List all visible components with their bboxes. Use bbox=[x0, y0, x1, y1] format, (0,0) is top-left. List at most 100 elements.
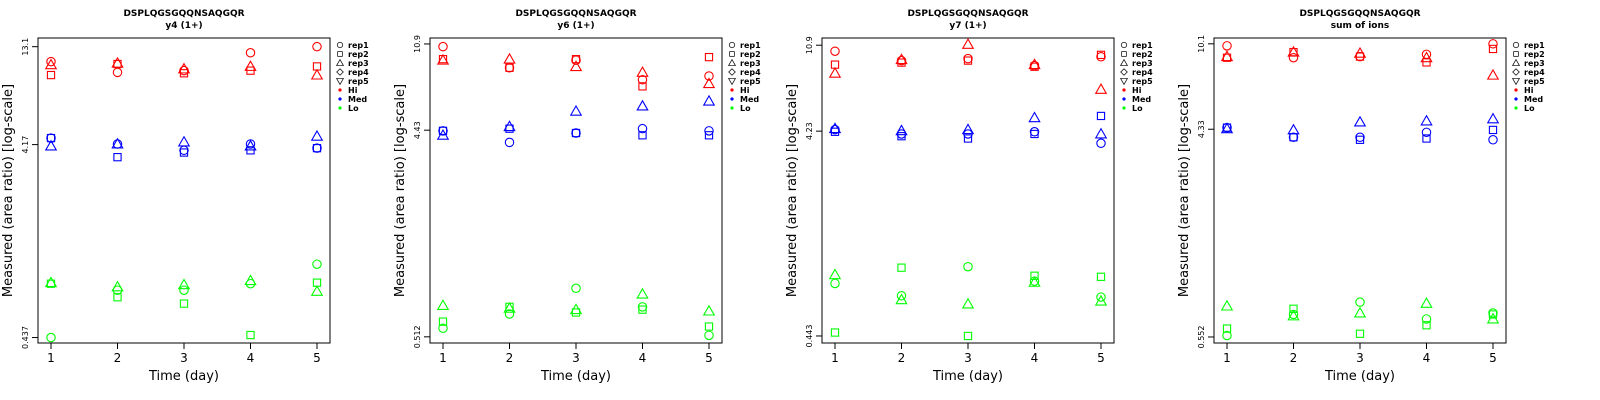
point-med-rep2 bbox=[1488, 125, 1498, 135]
chart-panel-1: DSPLQGSGQQNSAQGQR y4 (1+) 1 2 3 4 5 Time (day) 0… bbox=[1, 9, 369, 384]
point-med-rep3 bbox=[1420, 114, 1433, 126]
legend-label-hi: Hi bbox=[348, 86, 358, 95]
point-med-rep1 bbox=[179, 145, 189, 156]
y-tick-label: 0.552 bbox=[1197, 326, 1206, 349]
point-med-rep2 bbox=[963, 134, 973, 143]
point-lo-rep1 bbox=[438, 323, 448, 333]
legend-marker-lo bbox=[1514, 106, 1518, 110]
legend-label-rep1: rep1 bbox=[740, 41, 761, 50]
point-hi-rep1 bbox=[245, 48, 256, 58]
x-tick-label: 3 bbox=[180, 351, 188, 365]
point-lo-rep3 bbox=[1220, 299, 1234, 311]
point-lo-rep3 bbox=[310, 284, 324, 296]
legend-label-hi: Hi bbox=[740, 86, 750, 95]
point-med-rep3 bbox=[569, 104, 583, 116]
x-tick-label: 2 bbox=[898, 351, 906, 365]
x-tick-label: 5 bbox=[313, 351, 321, 365]
point-med-rep2 bbox=[571, 128, 581, 138]
point-med-rep2 bbox=[638, 131, 647, 140]
point-med-rep1 bbox=[46, 133, 56, 143]
x-tick-label: 2 bbox=[506, 351, 514, 365]
legend-label-rep1: rep1 bbox=[348, 41, 369, 50]
x-tick-label: 1 bbox=[1223, 351, 1231, 365]
legend-label-rep5: rep5 bbox=[1524, 77, 1545, 86]
y-axis-label: Measured (area ratio) [log-scale] bbox=[393, 84, 408, 297]
point-med-rep3 bbox=[436, 128, 450, 140]
legend-marker-rep1 bbox=[1512, 41, 1520, 49]
y-tick-label: 10.9 bbox=[413, 35, 422, 53]
point-hi-rep3 bbox=[44, 58, 58, 70]
legend-marker-hi bbox=[1122, 88, 1126, 92]
x-tick-label: 3 bbox=[572, 351, 580, 365]
point-lo-rep1 bbox=[1488, 308, 1498, 318]
point-med-rep1 bbox=[637, 123, 648, 134]
x-axis-label: Time (day) bbox=[932, 369, 1003, 384]
y-tick-label: 13.1 bbox=[21, 38, 30, 56]
x-tick-label: 4 bbox=[247, 351, 255, 365]
x-tick-label: 2 bbox=[114, 351, 122, 365]
legend-marker-rep2 bbox=[1121, 51, 1127, 57]
y-tick-label: 4.23 bbox=[805, 122, 814, 140]
legend-marker-rep2 bbox=[1513, 51, 1519, 57]
legend-label-hi: Hi bbox=[1132, 86, 1142, 95]
legend-label-rep3: rep3 bbox=[1524, 59, 1545, 68]
point-hi-rep1 bbox=[1488, 39, 1498, 49]
legend-label-rep3: rep3 bbox=[348, 59, 369, 68]
point-med-rep3 bbox=[1287, 123, 1300, 135]
legend-label-lo: Lo bbox=[1524, 104, 1535, 113]
legend-marker-rep3 bbox=[1511, 58, 1521, 66]
point-lo-rep2 bbox=[830, 328, 840, 337]
point-med-rep1 bbox=[438, 126, 448, 136]
point-lo-rep3 bbox=[244, 274, 257, 286]
point-hi-rep3 bbox=[1220, 50, 1234, 62]
point-hi-rep1 bbox=[46, 56, 56, 67]
point-med-rep2 bbox=[1096, 111, 1106, 121]
legend-marker-rep5 bbox=[727, 78, 737, 86]
legend-label-hi: Hi bbox=[1524, 86, 1534, 95]
chart-panel-2: DSPLQGSGQQNSAQGQR y6 (1+) 1 2 3 4 5 Time (day) 0… bbox=[393, 9, 761, 384]
y-tick-label: 4.17 bbox=[21, 136, 30, 154]
point-hi-rep2 bbox=[505, 63, 514, 72]
point-lo-rep3 bbox=[1486, 312, 1500, 324]
point-hi-rep3 bbox=[503, 52, 516, 64]
point-med-rep3 bbox=[702, 94, 716, 106]
point-lo-rep1 bbox=[704, 330, 714, 341]
x-tick-label: 2 bbox=[1290, 351, 1298, 365]
x-axis-label: Time (day) bbox=[148, 369, 219, 384]
legend-marker-rep4 bbox=[1512, 68, 1520, 76]
legend-label-lo: Lo bbox=[348, 104, 359, 113]
point-med-rep1 bbox=[312, 143, 322, 153]
point-hi-rep3 bbox=[1486, 68, 1500, 80]
x-tick-label: 4 bbox=[639, 351, 647, 365]
x-tick-label: 1 bbox=[439, 351, 447, 365]
point-hi-rep2 bbox=[1096, 50, 1106, 60]
point-med-rep2 bbox=[897, 132, 906, 141]
point-hi-rep1 bbox=[1096, 51, 1106, 62]
point-hi-rep1 bbox=[896, 55, 907, 66]
chart-subtitle: y7 (1+) bbox=[949, 21, 986, 31]
legend-marker-rep1 bbox=[1120, 41, 1128, 49]
point-hi-rep3 bbox=[436, 53, 450, 65]
y-axis-label: Measured (area ratio) [log-scale] bbox=[1177, 84, 1192, 297]
legend-label-rep4: rep4 bbox=[1524, 68, 1545, 77]
legend-marker-rep5 bbox=[1119, 78, 1129, 86]
point-lo-rep3 bbox=[1353, 306, 1367, 318]
point-med-rep2 bbox=[438, 126, 448, 135]
legend-marker-rep3 bbox=[1119, 58, 1129, 66]
point-lo-rep1 bbox=[504, 309, 515, 319]
point-lo-rep2 bbox=[1222, 324, 1232, 333]
y-tick-label: 10.1 bbox=[1197, 35, 1206, 53]
point-hi-rep3 bbox=[895, 53, 908, 65]
point-hi-rep1 bbox=[830, 46, 840, 56]
point-med-rep2 bbox=[1355, 135, 1365, 144]
point-med-rep1 bbox=[1288, 132, 1299, 142]
point-hi-rep2 bbox=[1488, 44, 1498, 54]
legend-label-med: Med bbox=[1132, 95, 1151, 104]
point-med-rep2 bbox=[312, 144, 322, 153]
y-axis-label: Measured (area ratio) [log-scale] bbox=[785, 84, 800, 297]
point-hi-rep1 bbox=[112, 67, 123, 78]
